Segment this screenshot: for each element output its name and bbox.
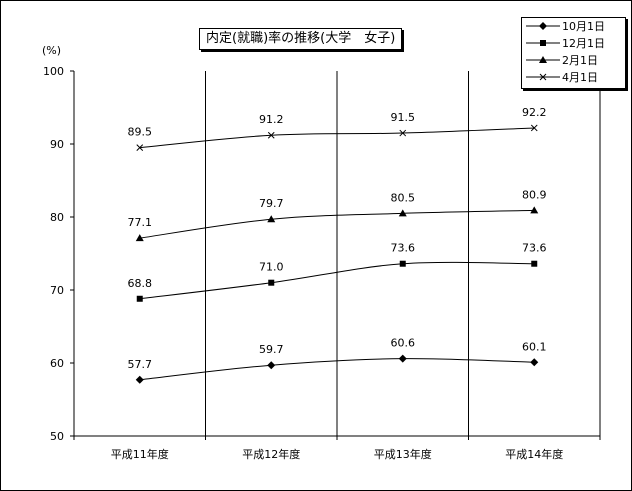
data-point-diamond bbox=[530, 358, 539, 367]
x-tick-labels: 平成11年度 平成12年度 平成13年度 平成14年度 bbox=[111, 447, 564, 461]
series-3 bbox=[136, 124, 538, 152]
data-label: 59.7 bbox=[259, 343, 284, 356]
series-line bbox=[139, 127, 535, 149]
data-point-square bbox=[136, 295, 143, 302]
x-tick-label: 平成11年度 bbox=[111, 447, 169, 461]
data-point-cross bbox=[530, 124, 538, 132]
data-label: 91.5 bbox=[391, 111, 416, 124]
cross-stroke bbox=[267, 131, 275, 139]
legend-label: 10月1日 bbox=[562, 20, 605, 33]
data-label: 80.5 bbox=[391, 191, 416, 204]
data-point-diamond bbox=[398, 354, 407, 363]
y-tick-label: 60 bbox=[50, 357, 64, 370]
legend-square-marker-icon bbox=[526, 40, 560, 46]
data-label: 92.2 bbox=[522, 106, 547, 119]
series-group bbox=[135, 124, 539, 384]
y-axis-unit-label: (%) bbox=[42, 44, 62, 57]
data-label: 80.9 bbox=[522, 188, 547, 201]
data-label: 60.1 bbox=[522, 340, 547, 353]
series-line bbox=[139, 209, 535, 239]
legend-item-4-1: 4月1日 bbox=[522, 69, 625, 86]
cross-stroke bbox=[136, 144, 144, 152]
x-tick-label: 平成12年度 bbox=[242, 447, 300, 461]
data-point-triangle bbox=[530, 206, 539, 214]
chart-title: 内定(就職)率の推移(大学 女子) bbox=[199, 28, 403, 50]
data-point-square bbox=[399, 260, 406, 267]
y-tick-label: 90 bbox=[50, 138, 64, 151]
data-point-square bbox=[268, 279, 275, 286]
legend-cross-marker-icon bbox=[526, 73, 560, 81]
cross-stroke bbox=[530, 124, 538, 132]
data-label: 73.6 bbox=[391, 242, 416, 255]
data-label: 73.6 bbox=[522, 242, 547, 255]
y-tick-label: 70 bbox=[50, 284, 64, 297]
data-label: 68.8 bbox=[128, 277, 153, 290]
data-label: 79.7 bbox=[259, 197, 284, 210]
data-point-triangle bbox=[398, 209, 407, 217]
legend-label: 2月1日 bbox=[562, 54, 598, 67]
legend-label: 12月1日 bbox=[562, 37, 605, 50]
data-labels: 57.7 59.7 60.6 60.1 68.8 71.0 73.6 73.6 77.1 79.7… bbox=[128, 106, 547, 371]
legend-item-12-1: 12月1日 bbox=[522, 35, 625, 52]
data-point-diamond bbox=[135, 375, 144, 384]
data-label: 57.7 bbox=[128, 358, 153, 371]
axes bbox=[70, 70, 601, 440]
cross-stroke bbox=[399, 129, 407, 137]
data-point-square bbox=[531, 260, 538, 267]
data-point-diamond bbox=[267, 361, 276, 370]
data-point-cross bbox=[267, 131, 275, 139]
y-tick-label: 100 bbox=[43, 65, 64, 78]
y-tick-label: 80 bbox=[50, 211, 64, 224]
data-label: 77.1 bbox=[128, 216, 153, 229]
series-line bbox=[139, 261, 535, 300]
series-2 bbox=[135, 206, 539, 242]
legend-item-2-1: 2月1日 bbox=[522, 52, 625, 69]
data-point-cross bbox=[136, 144, 144, 152]
legend-triangle-marker-icon bbox=[526, 56, 560, 63]
x-tick-label: 平成13年度 bbox=[374, 447, 432, 461]
grid-lines bbox=[205, 71, 601, 436]
y-tick-label: 50 bbox=[50, 430, 64, 443]
data-label: 89.5 bbox=[128, 126, 153, 139]
series-line bbox=[139, 358, 535, 381]
data-label: 71.0 bbox=[259, 261, 284, 274]
data-point-cross bbox=[399, 129, 407, 137]
x-tick-label: 平成14年度 bbox=[505, 447, 563, 461]
series-0 bbox=[135, 354, 539, 384]
legend-label: 4月1日 bbox=[562, 71, 598, 84]
data-label: 60.6 bbox=[391, 337, 416, 350]
legend-diamond-marker-icon bbox=[526, 22, 560, 30]
data-point-triangle bbox=[267, 215, 276, 223]
legend-item-10-1: 10月1日 bbox=[522, 18, 625, 35]
legend: 10月1日 12月1日 2月1日 4月1日 bbox=[521, 17, 626, 89]
data-label: 91.2 bbox=[259, 113, 284, 126]
data-point-triangle bbox=[135, 234, 144, 242]
series-1 bbox=[136, 260, 538, 302]
y-tick-labels: 50 60 70 80 90 100 bbox=[43, 65, 64, 443]
